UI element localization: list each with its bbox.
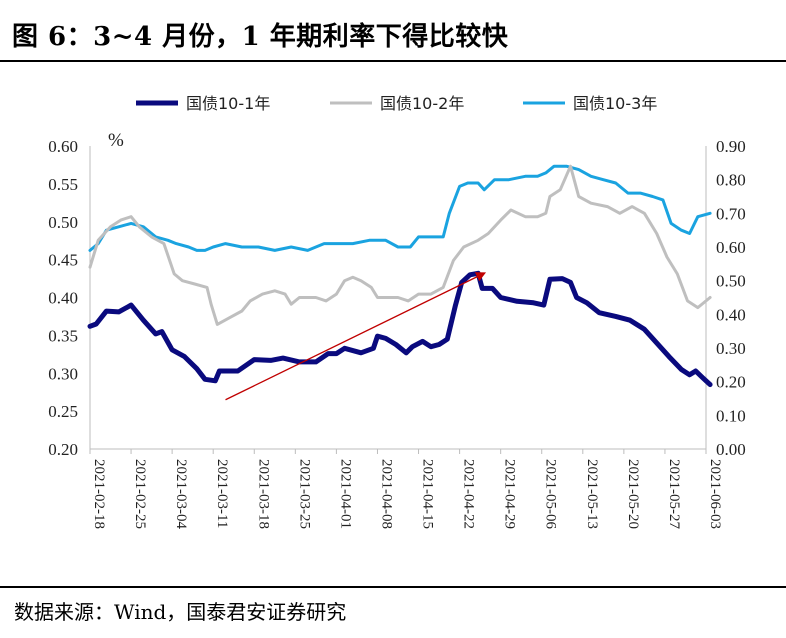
series-line-3 — [88, 164, 712, 252]
x-tick-label: 2021-04-08 — [378, 459, 394, 529]
x-axis-ticks: 2021-02-18 2021-02-25 2021-03-04 2021-03-11… — [89, 449, 723, 529]
left-tick-label: 0.60 — [48, 137, 78, 156]
x-tick-label: 2021-05-13 — [584, 459, 600, 529]
series-layer — [87, 164, 713, 388]
chart: 国债10-1年 国债10-2年 国债10-3年 % 0.20 0.25 0.30 0.35… — [48, 94, 746, 529]
x-tick-label: 2021-03-11 — [214, 459, 230, 528]
series-line-2 — [88, 164, 712, 326]
right-tick-label: 0.10 — [716, 406, 746, 425]
source-rule — [0, 586, 786, 588]
annotation-layer — [225, 272, 487, 401]
left-axis-ticks: 0.20 0.25 0.30 0.35 0.40 0.45 0.50 0.55 0.60 — [48, 137, 78, 459]
right-axis-ticks: 0.00 0.10 0.20 0.30 0.40 0.50 0.60 0.70 0.80 0.90 — [716, 137, 746, 459]
x-tick-label: 2021-05-27 — [666, 459, 682, 529]
x-tick-label: 2021-04-22 — [461, 459, 477, 529]
right-tick-label: 0.70 — [716, 204, 746, 223]
right-tick-label: 0.80 — [716, 171, 746, 190]
left-tick-label: 0.50 — [48, 213, 78, 232]
right-tick-label: 0.60 — [716, 238, 746, 257]
legend: 国债10-1年 国债10-2年 国债10-3年 — [136, 94, 657, 113]
left-tick-label: 0.55 — [48, 175, 78, 194]
x-tick-label: 2021-04-01 — [337, 459, 353, 529]
left-tick-label: 0.35 — [48, 326, 78, 345]
x-tick-label: 2021-03-18 — [255, 459, 271, 529]
unit-label: % — [108, 130, 124, 151]
left-tick-label: 0.45 — [48, 251, 78, 270]
right-tick-label: 0.20 — [716, 373, 746, 392]
series-line-1 — [87, 270, 713, 388]
x-tick-label: 2021-05-20 — [625, 459, 641, 529]
x-tick-label: 2021-03-25 — [296, 459, 312, 529]
right-tick-label: 0.90 — [716, 137, 746, 156]
axes — [89, 146, 707, 450]
legend-label-2: 国债10-2年 — [380, 94, 464, 113]
right-tick-label: 0.40 — [716, 305, 746, 324]
left-tick-label: 0.25 — [48, 402, 78, 421]
title-rule — [0, 60, 786, 62]
right-tick-label: 0.00 — [716, 440, 746, 459]
x-tick-label: 2021-03-04 — [173, 459, 189, 529]
x-tick-label: 2021-04-15 — [420, 459, 436, 529]
left-tick-label: 0.40 — [48, 289, 78, 308]
x-tick-label: 2021-02-25 — [132, 459, 148, 529]
legend-label-3: 国债10-3年 — [573, 94, 657, 113]
x-tick-label: 2021-06-03 — [707, 459, 723, 529]
legend-label-1: 国债10-1年 — [186, 94, 270, 113]
left-tick-label: 0.20 — [48, 440, 78, 459]
right-tick-label: 0.50 — [716, 272, 746, 291]
x-tick-label: 2021-05-06 — [543, 459, 559, 529]
x-tick-label: 2021-02-18 — [91, 459, 107, 529]
data-source: 数据来源：Wind，国泰君安证券研究 — [14, 600, 347, 624]
right-tick-label: 0.30 — [716, 339, 746, 358]
trend-arrow — [225, 272, 487, 401]
figure-title: 图 6：3~4 月份，1 年期利率下得比较快 — [12, 22, 509, 52]
left-tick-label: 0.30 — [48, 364, 78, 383]
x-tick-label: 2021-04-29 — [502, 459, 518, 529]
